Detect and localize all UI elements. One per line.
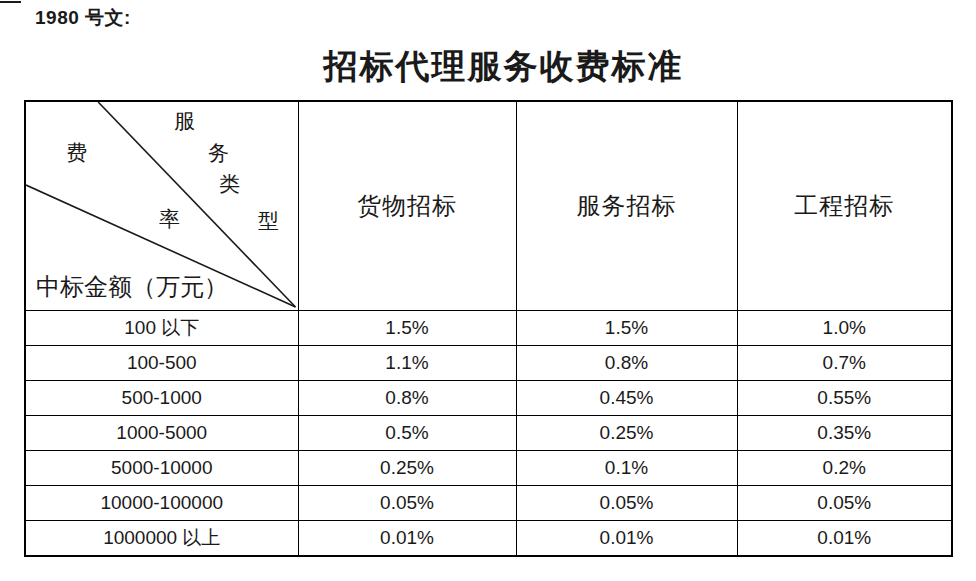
corner-cell-content: 服 务 类 型 费 率 中标金额（万元）	[26, 102, 298, 310]
table-corner-cell: 服 务 类 型 费 率 中标金额（万元）	[25, 101, 298, 311]
row-label-cell: 500-1000	[25, 381, 298, 416]
fee-value-cell: 0.45%	[516, 381, 737, 416]
fee-value-cell: 0.2%	[737, 451, 952, 486]
fee-value-cell: 0.55%	[737, 381, 952, 416]
table-row: 500-1000 0.8% 0.45% 0.55%	[25, 381, 952, 416]
fee-value-cell: 0.8%	[516, 346, 737, 381]
row-label-cell: 5000-10000	[25, 451, 298, 486]
table-row: 5000-10000 0.25% 0.1% 0.2%	[25, 451, 952, 486]
fee-value-cell: 0.01%	[737, 521, 952, 556]
corner-fee-rate-char: 率	[159, 209, 180, 230]
table-row: 1000000 以上 0.01% 0.01% 0.01%	[25, 521, 952, 556]
fee-value-cell: 0.1%	[516, 451, 737, 486]
fee-value-cell: 1.0%	[737, 311, 952, 346]
doc-number-label: 1980 号文:	[35, 5, 131, 31]
corner-row-axis-label: 中标金额（万元）	[36, 274, 228, 302]
fee-value-cell: 0.05%	[298, 486, 516, 521]
fee-value-cell: 1.5%	[516, 311, 737, 346]
table-row: 100 以下 1.5% 1.5% 1.0%	[25, 311, 952, 346]
column-header-services: 服务招标	[516, 101, 737, 311]
row-label-cell: 100 以下	[25, 311, 298, 346]
fee-value-cell: 0.05%	[516, 486, 737, 521]
fee-value-cell: 0.5%	[298, 416, 516, 451]
corner-service-type-char: 务	[208, 143, 229, 164]
row-label-cell: 1000000 以上	[25, 521, 298, 556]
column-header-goods: 货物招标	[298, 101, 516, 311]
row-label-cell: 10000-100000	[25, 486, 298, 521]
corner-fee-rate-char: 费	[66, 143, 87, 164]
page-title: 招标代理服务收费标准	[40, 44, 967, 90]
fee-value-cell: 1.5%	[298, 311, 516, 346]
fee-value-cell: 0.01%	[298, 521, 516, 556]
document-page: 1980 号文: 招标代理服务收费标准 服 务 类	[0, 0, 976, 581]
table-row: 1000-5000 0.5% 0.25% 0.35%	[25, 416, 952, 451]
fee-standard-table: 服 务 类 型 费 率 中标金额（万元） 货物招标 服务招标 工程招标 100 …	[24, 100, 953, 557]
fee-value-cell: 0.7%	[737, 346, 952, 381]
fee-value-cell: 0.05%	[737, 486, 952, 521]
scan-artifact-line	[0, 1, 21, 3]
fee-value-cell: 0.25%	[516, 416, 737, 451]
fee-value-cell: 0.01%	[516, 521, 737, 556]
column-header-works: 工程招标	[737, 101, 952, 311]
table-row: 10000-100000 0.05% 0.05% 0.05%	[25, 486, 952, 521]
row-label-cell: 100-500	[25, 346, 298, 381]
table-row: 100-500 1.1% 0.8% 0.7%	[25, 346, 952, 381]
fee-value-cell: 0.35%	[737, 416, 952, 451]
fee-value-cell: 1.1%	[298, 346, 516, 381]
fee-value-cell: 0.8%	[298, 381, 516, 416]
fee-value-cell: 0.25%	[298, 451, 516, 486]
table-header-row: 服 务 类 型 费 率 中标金额（万元） 货物招标 服务招标 工程招标	[25, 101, 952, 311]
corner-service-type-char: 型	[258, 211, 279, 232]
corner-service-type-char: 类	[219, 174, 240, 195]
corner-service-type-char: 服	[174, 111, 195, 132]
row-label-cell: 1000-5000	[25, 416, 298, 451]
